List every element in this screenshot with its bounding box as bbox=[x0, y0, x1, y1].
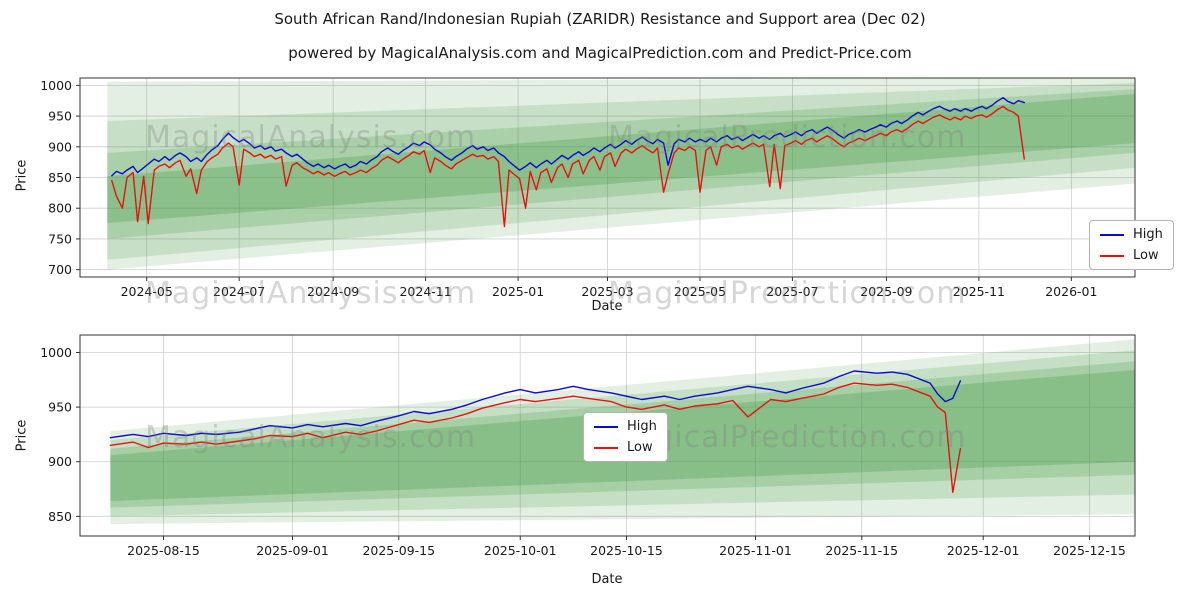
svg-text:2025-09-01: 2025-09-01 bbox=[256, 543, 329, 558]
svg-text:900: 900 bbox=[48, 139, 72, 154]
svg-text:2025-10-15: 2025-10-15 bbox=[590, 543, 663, 558]
legend-entry-high: High bbox=[1100, 227, 1163, 242]
low-line-swatch bbox=[594, 446, 618, 449]
svg-text:2025-01: 2025-01 bbox=[492, 284, 544, 299]
high-line-swatch bbox=[594, 425, 618, 428]
svg-text:850: 850 bbox=[48, 509, 72, 524]
legend-entry-low: Low bbox=[594, 440, 657, 455]
x-axis-label-top: Date bbox=[591, 299, 623, 314]
legend-label-low: Low bbox=[627, 440, 653, 455]
svg-text:1000: 1000 bbox=[40, 78, 72, 93]
svg-text:750: 750 bbox=[48, 231, 72, 246]
svg-text:2025-03: 2025-03 bbox=[581, 284, 633, 299]
svg-text:900: 900 bbox=[48, 454, 72, 469]
svg-text:2025-07: 2025-07 bbox=[766, 284, 818, 299]
legend-label-high: High bbox=[1133, 227, 1163, 242]
y-axis-label-bottom: Price bbox=[14, 419, 30, 452]
svg-text:2024-09: 2024-09 bbox=[307, 284, 359, 299]
chart-title: South African Rand/Indonesian Rupiah (ZA… bbox=[274, 10, 926, 28]
svg-text:2026-01: 2026-01 bbox=[1045, 284, 1097, 299]
legend-entry-low: Low bbox=[1100, 248, 1163, 263]
svg-text:700: 700 bbox=[48, 262, 72, 277]
svg-text:2024-05: 2024-05 bbox=[121, 284, 173, 299]
legend-entry-high: High bbox=[594, 419, 657, 434]
svg-text:2025-08-15: 2025-08-15 bbox=[127, 543, 200, 558]
svg-text:2025-11-01: 2025-11-01 bbox=[719, 543, 792, 558]
chart-subtitle: powered by MagicalAnalysis.com and Magic… bbox=[288, 44, 912, 62]
low-line-swatch bbox=[1100, 254, 1124, 257]
svg-text:2024-11: 2024-11 bbox=[399, 284, 451, 299]
svg-text:2025-11: 2025-11 bbox=[953, 284, 1005, 299]
svg-text:2025-12-15: 2025-12-15 bbox=[1053, 543, 1126, 558]
svg-text:850: 850 bbox=[48, 170, 72, 185]
price-chart-top: 700 750 800 850 900 950 1000 2024-05 2024-07 2024… bbox=[40, 77, 1136, 299]
svg-text:2025-09: 2025-09 bbox=[860, 284, 912, 299]
svg-text:2025-12-01: 2025-12-01 bbox=[947, 543, 1020, 558]
svg-text:2025-11-15: 2025-11-15 bbox=[825, 543, 898, 558]
legend-label-high: High bbox=[627, 419, 657, 434]
legend-label-low: Low bbox=[1133, 248, 1159, 263]
svg-text:2025-10-01: 2025-10-01 bbox=[484, 543, 557, 558]
svg-text:950: 950 bbox=[48, 400, 72, 415]
svg-text:950: 950 bbox=[48, 109, 72, 124]
svg-text:2025-05: 2025-05 bbox=[674, 284, 726, 299]
svg-text:2024-07: 2024-07 bbox=[213, 284, 265, 299]
svg-text:2025-09-15: 2025-09-15 bbox=[362, 543, 435, 558]
legend-top: High Low bbox=[1089, 220, 1174, 270]
svg-text:800: 800 bbox=[48, 201, 72, 216]
svg-text:1000: 1000 bbox=[40, 345, 72, 360]
legend-bottom: High Low bbox=[583, 412, 668, 462]
y-axis-label-top: Price bbox=[14, 159, 30, 192]
high-line-swatch bbox=[1100, 233, 1124, 236]
x-axis-label-bottom: Date bbox=[591, 572, 623, 587]
